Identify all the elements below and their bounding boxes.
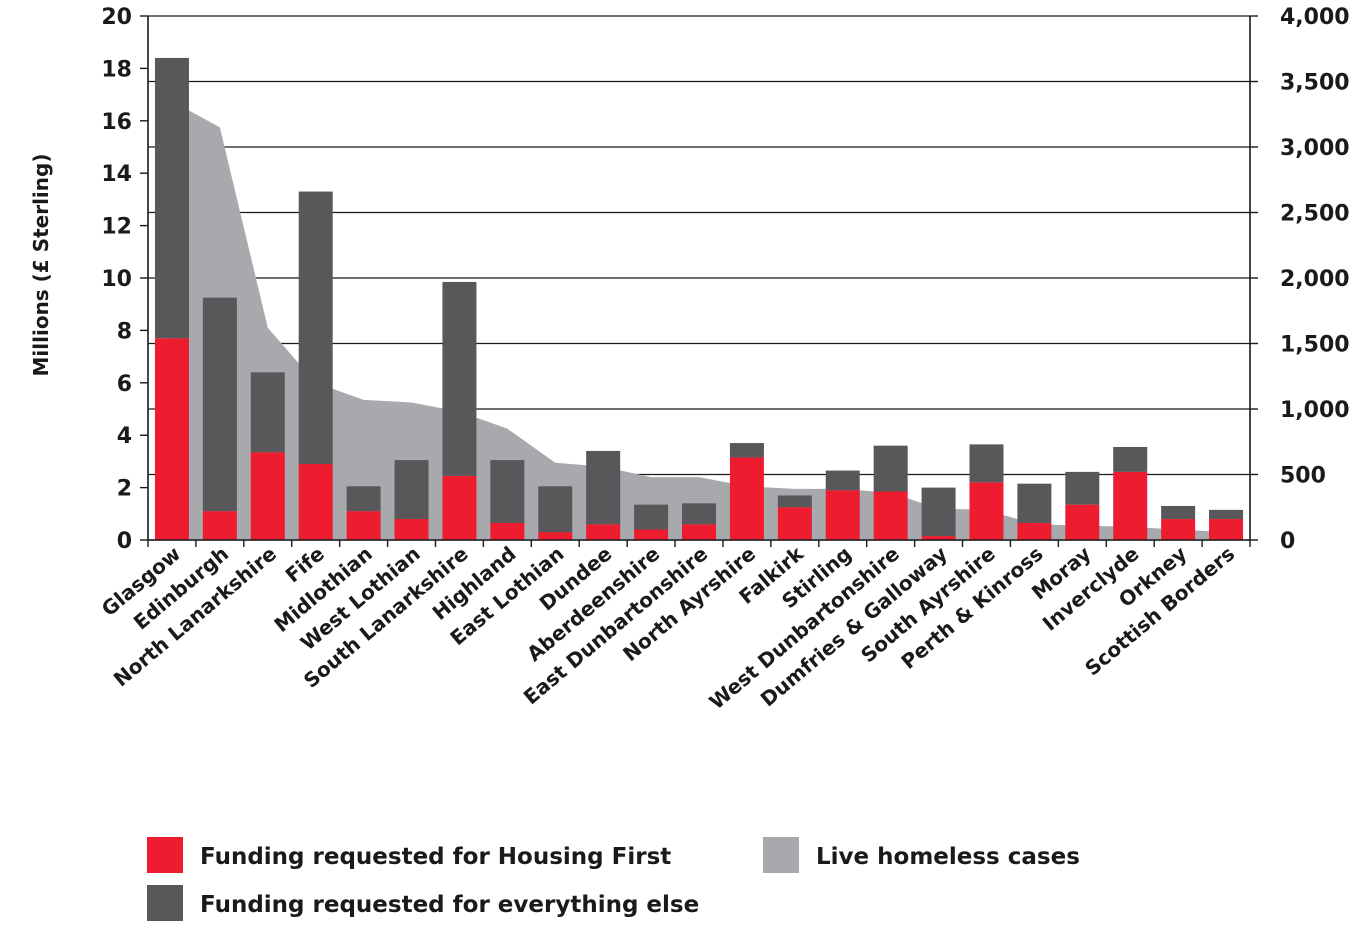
bar-housing-first [298, 464, 333, 540]
bar-everything-else [250, 372, 285, 453]
y-tick-label-left: 12 [101, 215, 132, 240]
bars [154, 57, 1244, 540]
bar-everything-else [825, 470, 860, 491]
bar-everything-else [394, 460, 429, 520]
bar-housing-first [586, 524, 621, 540]
bar-housing-first [1161, 519, 1196, 540]
legend-swatch-everything-else [147, 885, 183, 921]
y-tick-label-right: 2,500 [1280, 202, 1350, 227]
y-tick-label-right: 1,500 [1280, 333, 1350, 358]
bar-housing-first [825, 490, 860, 540]
bar-everything-else [490, 460, 525, 523]
bar-everything-else [777, 495, 812, 508]
bar-everything-else [1209, 509, 1244, 520]
axes: 0 2 4 6 8 10 12 14 16 18 20 0 500 1,000 1,500 2,000 2,50… [101, 5, 1349, 554]
bar-everything-else [921, 487, 956, 537]
bar-housing-first [921, 536, 956, 540]
bar-everything-else [586, 450, 621, 525]
bar-everything-else [346, 486, 381, 512]
bar-everything-else [1161, 505, 1196, 520]
bar-everything-else [442, 281, 477, 476]
legend-swatch-homeless-cases [763, 837, 799, 873]
bar-housing-first [729, 457, 764, 540]
bar-housing-first [1209, 519, 1244, 540]
y-tick-label-right: 3,500 [1280, 71, 1350, 96]
bar-housing-first [490, 522, 525, 540]
legend-swatch-housing-first [147, 837, 183, 873]
bar-housing-first [1017, 522, 1052, 540]
bar-housing-first [873, 491, 908, 540]
bar-housing-first [1113, 471, 1148, 540]
y-tick-label-left: 4 [117, 424, 132, 449]
y-tick-label-right: 4,000 [1280, 5, 1350, 30]
bar-housing-first [346, 511, 381, 540]
bar-housing-first [682, 524, 716, 540]
y-tick-label-left: 6 [117, 372, 132, 397]
bar-housing-first [634, 529, 669, 540]
bar-everything-else [1065, 471, 1100, 505]
y-tick-label-left: 18 [101, 57, 132, 82]
bar-housing-first [1065, 504, 1100, 540]
y-tick-label-left: 0 [117, 529, 132, 554]
bar-housing-first [394, 519, 429, 540]
bar-everything-else [1017, 483, 1052, 523]
bar-everything-else [154, 57, 189, 339]
legend-label-homeless-cases: Live homeless cases [816, 844, 1080, 870]
y-tick-label-left: 2 [117, 477, 132, 502]
bar-everything-else [202, 297, 237, 512]
y-axis-title: Millions (£ Sterling) [29, 154, 53, 377]
bar-everything-else [538, 486, 573, 533]
bar-everything-else [634, 504, 669, 530]
bar-housing-first [250, 452, 285, 540]
homeless-cases-area [171, 101, 1227, 541]
y-tick-label-right: 0 [1280, 529, 1295, 554]
bar-everything-else [1113, 446, 1148, 472]
bar-everything-else [298, 191, 333, 465]
y-tick-label-left: 10 [101, 267, 132, 292]
y-tick-label-right: 3,000 [1280, 136, 1350, 161]
legend: Funding requested for Housing First Live… [147, 837, 1080, 921]
y-tick-label-left: 16 [101, 110, 132, 135]
bar-housing-first [538, 532, 573, 540]
y-tick-label-right: 2,000 [1280, 267, 1350, 292]
bar-housing-first [154, 338, 189, 540]
bar-housing-first [777, 507, 812, 540]
bar-housing-first [202, 511, 237, 540]
bar-everything-else [729, 443, 764, 458]
legend-label-housing-first: Funding requested for Housing First [200, 844, 671, 870]
area-live-homeless-cases [171, 101, 1227, 541]
y-tick-label-right: 1,000 [1280, 398, 1350, 423]
bar-housing-first [442, 475, 477, 540]
bar-everything-else [873, 445, 908, 492]
bar-everything-else [969, 444, 1004, 483]
y-tick-label-right: 500 [1280, 464, 1326, 489]
legend-label-everything-else: Funding requested for everything else [200, 892, 699, 918]
y-tick-label-left: 20 [101, 5, 132, 30]
bar-everything-else [682, 503, 716, 525]
y-tick-label-left: 14 [101, 162, 132, 187]
bar-housing-first [969, 482, 1004, 540]
y-tick-label-left: 8 [117, 319, 132, 344]
